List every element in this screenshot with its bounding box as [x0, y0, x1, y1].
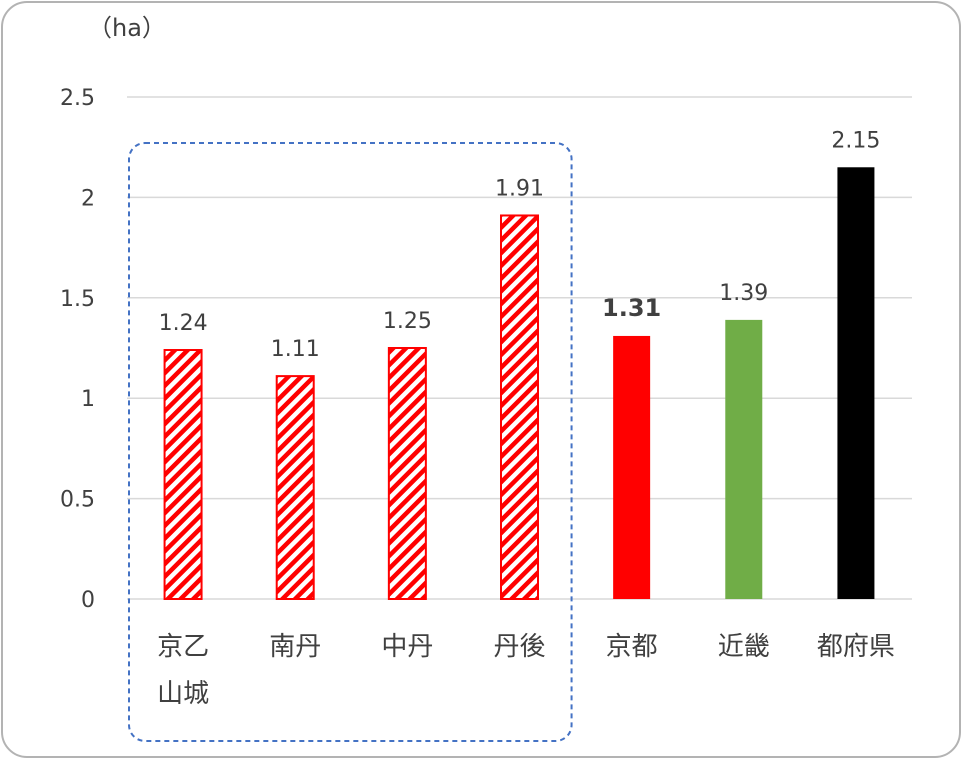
category-label: 山城 — [157, 679, 209, 709]
data-label: 1.91 — [495, 176, 544, 201]
bar-hatched — [163, 349, 203, 600]
y-tick-label: 1 — [81, 387, 95, 412]
category-label: 中丹 — [381, 632, 433, 662]
category-label: 都府県 — [817, 632, 895, 662]
bars — [163, 167, 875, 601]
y-tick-label: 1.5 — [60, 287, 95, 312]
y-tick-label: 0 — [81, 588, 95, 613]
category-label: 丹後 — [493, 632, 545, 662]
bar-hatched — [387, 347, 427, 600]
category-label: 南丹 — [269, 632, 321, 662]
bar-hatched — [275, 375, 315, 600]
category-label: 京乙 — [157, 632, 209, 662]
bar-solid — [725, 319, 763, 599]
data-label: 1.39 — [719, 281, 768, 306]
data-label: 2.15 — [831, 128, 880, 153]
y-tick-label: 0.5 — [60, 488, 95, 513]
y-tick-label: 2 — [81, 186, 95, 211]
y-tick-label: 2.5 — [60, 86, 95, 111]
category-label: 京都 — [606, 632, 658, 662]
data-label: 1.11 — [271, 337, 320, 362]
gridlines — [127, 96, 912, 600]
y-axis-tick-labels: 0 0.5 1 1.5 2 2.5 — [60, 86, 95, 613]
bar-hatched — [500, 214, 539, 601]
bar-solid — [837, 167, 875, 599]
category-label: 近畿 — [718, 632, 770, 662]
data-label: 1.24 — [159, 311, 208, 336]
data-label: 1.31 — [602, 294, 661, 322]
data-label: 1.25 — [383, 309, 432, 334]
y-axis-unit-label: （ha） — [88, 14, 166, 42]
data-labels: 1.24 1.11 1.25 1.91 1.31 1.39 2.15 — [159, 128, 881, 362]
bar-solid — [613, 335, 651, 599]
